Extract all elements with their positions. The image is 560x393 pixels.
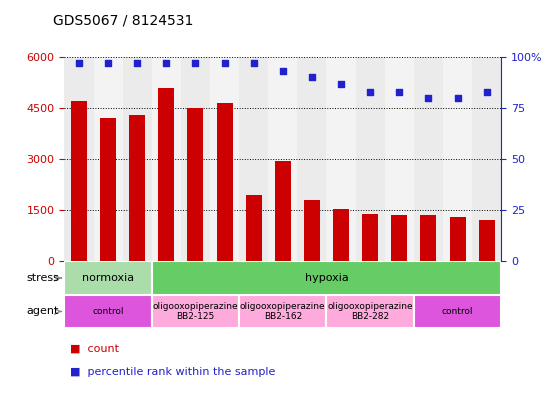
Text: hypoxia: hypoxia bbox=[305, 273, 348, 283]
Text: stress: stress bbox=[26, 273, 59, 283]
Point bbox=[162, 60, 171, 66]
Bar bbox=[152, 57, 181, 261]
Point bbox=[278, 68, 287, 74]
Bar bbox=[297, 57, 326, 261]
Bar bbox=[158, 88, 174, 261]
Point bbox=[191, 60, 200, 66]
Bar bbox=[443, 57, 472, 261]
Bar bbox=[188, 108, 203, 261]
Bar bbox=[275, 161, 291, 261]
Bar bbox=[479, 220, 494, 261]
Text: control: control bbox=[92, 307, 124, 316]
Point bbox=[104, 60, 113, 66]
Point bbox=[133, 60, 142, 66]
Bar bbox=[268, 57, 297, 261]
Bar bbox=[64, 295, 152, 328]
Point bbox=[366, 88, 375, 95]
Bar bbox=[385, 57, 414, 261]
Bar bbox=[414, 295, 501, 328]
Bar bbox=[391, 215, 407, 261]
Bar bbox=[362, 214, 378, 261]
Bar bbox=[326, 295, 414, 328]
Bar bbox=[94, 57, 123, 261]
Bar bbox=[239, 295, 326, 328]
Text: agent: agent bbox=[26, 307, 59, 316]
Text: oligooxopiperazine
BB2-125: oligooxopiperazine BB2-125 bbox=[153, 302, 238, 321]
Bar bbox=[239, 57, 268, 261]
Point bbox=[249, 60, 258, 66]
Text: GDS5067 / 8124531: GDS5067 / 8124531 bbox=[53, 13, 194, 28]
Text: normoxia: normoxia bbox=[82, 273, 134, 283]
Bar bbox=[152, 295, 239, 328]
Bar bbox=[414, 57, 443, 261]
Point bbox=[482, 88, 491, 95]
Bar bbox=[326, 57, 356, 261]
Text: ■  count: ■ count bbox=[70, 344, 119, 354]
Bar bbox=[181, 57, 210, 261]
Bar bbox=[64, 57, 94, 261]
Point bbox=[307, 74, 316, 81]
Point bbox=[337, 81, 346, 87]
Bar bbox=[356, 57, 385, 261]
Bar bbox=[333, 209, 349, 261]
Text: oligooxopiperazine
BB2-282: oligooxopiperazine BB2-282 bbox=[328, 302, 413, 321]
Bar bbox=[304, 200, 320, 261]
Point bbox=[395, 88, 404, 95]
Point bbox=[424, 95, 433, 101]
Bar bbox=[123, 57, 152, 261]
Point bbox=[74, 60, 83, 66]
Bar bbox=[472, 57, 501, 261]
Bar bbox=[450, 217, 465, 261]
Bar bbox=[64, 261, 152, 295]
Bar bbox=[217, 103, 232, 261]
Bar bbox=[71, 101, 87, 261]
Bar bbox=[152, 261, 501, 295]
Text: control: control bbox=[442, 307, 473, 316]
Point bbox=[453, 95, 462, 101]
Point bbox=[220, 60, 229, 66]
Bar bbox=[246, 195, 262, 261]
Bar bbox=[129, 115, 145, 261]
Bar bbox=[210, 57, 239, 261]
Text: oligooxopiperazine
BB2-162: oligooxopiperazine BB2-162 bbox=[240, 302, 325, 321]
Bar bbox=[421, 215, 436, 261]
Text: ■  percentile rank within the sample: ■ percentile rank within the sample bbox=[70, 367, 276, 377]
Bar bbox=[100, 118, 116, 261]
